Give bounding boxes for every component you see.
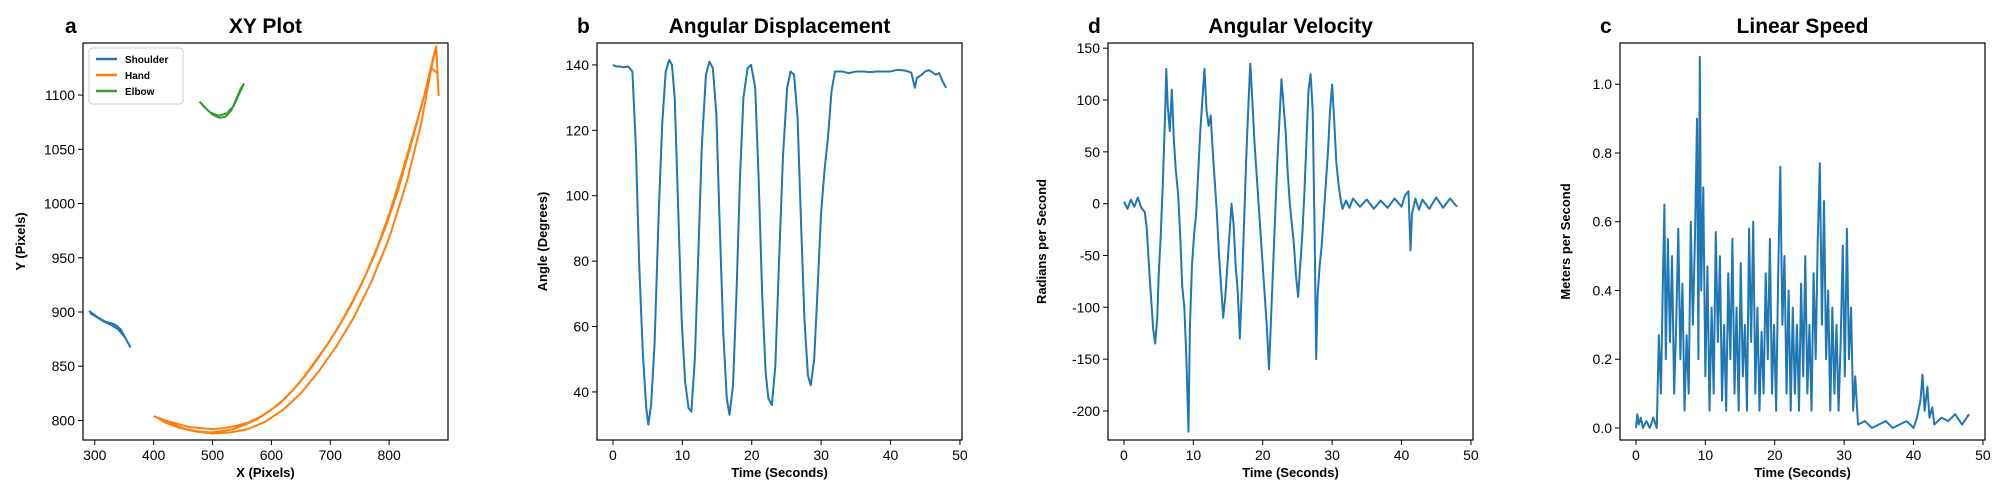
y-tick-label: 100 — [1077, 92, 1101, 108]
chart-title: Angular Displacement — [669, 15, 891, 38]
chart-title: XY Plot — [229, 15, 302, 38]
chart-panel-xy: 300 400 500 600 700 800 800 850 900 950 1000 1050 11… — [13, 15, 449, 480]
legend: Shoulder Hand Elbow — [88, 47, 184, 105]
x-tick-label: 30 — [1836, 447, 1852, 463]
plot-frame — [1619, 42, 1986, 441]
y-tick-label: 150 — [1077, 40, 1101, 56]
x-tick-label: 20 — [1767, 447, 1783, 463]
series-line-shoulder — [88, 310, 132, 348]
x-tick-label: 40 — [883, 447, 899, 463]
plot-frame — [596, 42, 963, 441]
y-tick-label: 1100 — [45, 87, 75, 103]
x-tick-label: 50 — [1975, 447, 1991, 463]
y-tick-label: 40 — [573, 384, 589, 400]
y-axis-label: Meters per Second — [1558, 183, 1573, 299]
y-tick-label: 50 — [1084, 144, 1100, 160]
x-tick-label: 10 — [675, 447, 691, 463]
plot-frame — [82, 42, 449, 441]
y-tick-label: -50 — [1080, 247, 1100, 263]
legend-label-hand: Hand — [125, 71, 150, 82]
y-tick-label: -100 — [1072, 299, 1100, 315]
y-tick-label: 0.6 — [1593, 214, 1613, 230]
panel-letter: d — [1088, 15, 1101, 38]
x-tick-label: 0 — [1632, 447, 1640, 463]
x-tick-label: 10 — [1698, 447, 1714, 463]
y-tick-label: 80 — [573, 253, 589, 269]
x-tick-label: 0 — [609, 447, 617, 463]
series-line-elbow — [198, 83, 245, 119]
y-tick-label: 1050 — [44, 141, 75, 157]
chart-panel-angdisp: 0 10 20 30 40 50 40 60 80 100 120 140 Angular Displa… — [535, 15, 968, 480]
y-axis-label: Radians per Second — [1034, 179, 1049, 304]
y-tick-label: 1.0 — [1593, 76, 1613, 92]
chart-panel-linspeed: 0 10 20 30 40 50 0.0 0.2 0.4 0.6 0.8 1.0 Linear Spee… — [1558, 15, 1991, 480]
chart-panel-angvel: 0 10 20 30 40 50 -200 -150 -100 -50 0 50 100 150 Angul… — [1034, 15, 1479, 480]
y-tick-label: 950 — [52, 250, 76, 266]
legend-label-shoulder: Shoulder — [125, 55, 168, 66]
panel-letter: a — [65, 15, 77, 38]
x-tick-label: 50 — [1463, 447, 1479, 463]
y-tick-label: 1000 — [44, 196, 75, 212]
x-tick-label: 20 — [744, 447, 760, 463]
legend-label-elbow: Elbow — [125, 87, 155, 98]
x-tick-label: 700 — [319, 447, 343, 463]
x-tick-label: 10 — [1186, 447, 1202, 463]
x-axis-label: Time (Seconds) — [731, 465, 828, 480]
series-line-data — [1634, 55, 1970, 429]
x-tick-label: 600 — [260, 447, 284, 463]
x-tick-label: 300 — [83, 447, 107, 463]
y-tick-label: 900 — [52, 304, 76, 320]
chart-title: Angular Velocity — [1208, 15, 1373, 38]
y-tick-label: -200 — [1072, 403, 1100, 419]
y-axis-label: Angle (Degrees) — [535, 192, 550, 292]
x-tick-label: 400 — [142, 447, 166, 463]
panel-letter: b — [577, 15, 590, 38]
x-tick-label: 40 — [1906, 447, 1922, 463]
series-line-hand — [153, 45, 440, 435]
x-tick-label: 50 — [952, 447, 968, 463]
y-tick-label: 800 — [52, 412, 76, 428]
x-tick-label: 0 — [1120, 447, 1128, 463]
series-line-data — [612, 59, 947, 426]
x-axis-label: Time (Seconds) — [1754, 465, 1851, 480]
y-tick-label: 100 — [566, 188, 590, 204]
y-tick-label: -150 — [1072, 351, 1100, 367]
y-tick-label: 850 — [52, 358, 76, 374]
x-tick-label: 40 — [1394, 447, 1410, 463]
panel-letter: c — [1600, 15, 1612, 38]
y-tick-label: 120 — [566, 122, 590, 138]
y-tick-label: 0.4 — [1593, 282, 1613, 298]
y-tick-label: 0.8 — [1593, 145, 1613, 161]
x-tick-label: 20 — [1255, 447, 1271, 463]
y-tick-label: 0.2 — [1593, 351, 1613, 367]
x-axis-label: X (Pixels) — [236, 465, 295, 480]
x-tick-label: 30 — [813, 447, 829, 463]
plot-frame — [1107, 42, 1474, 441]
x-tick-label: 30 — [1324, 447, 1340, 463]
y-axis-label: Y (Pixels) — [13, 212, 28, 270]
x-axis-label: Time (Seconds) — [1242, 465, 1339, 480]
x-tick-label: 500 — [201, 447, 225, 463]
chart-title: Linear Speed — [1737, 15, 1869, 38]
y-tick-label: 60 — [573, 319, 589, 335]
y-tick-label: 0.0 — [1593, 420, 1613, 436]
x-tick-label: 800 — [377, 447, 401, 463]
series-line-data — [1123, 62, 1458, 433]
y-tick-label: 140 — [566, 57, 590, 73]
y-tick-label: 0 — [1092, 196, 1100, 212]
